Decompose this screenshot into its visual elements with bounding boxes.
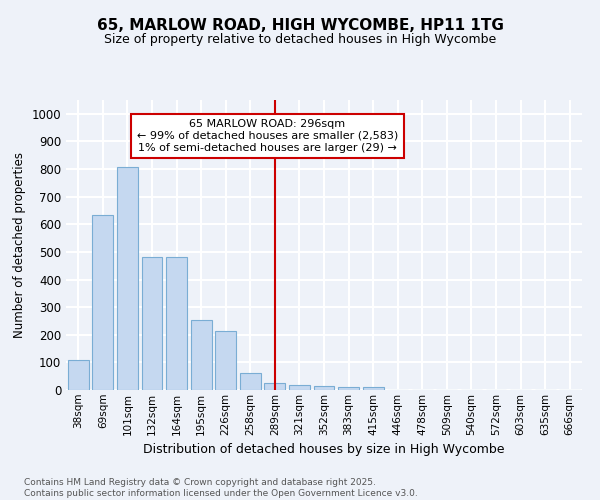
Bar (68, 360, 89, 390)
Bar (289, 385, 310, 390)
Bar (191, 320, 212, 390)
Bar (265, 382, 286, 390)
Bar (215, 331, 236, 390)
Bar (117, 167, 138, 390)
Bar (314, 386, 334, 390)
X-axis label: Distribution of detached houses by size in High Wycombe: Distribution of detached houses by size … (143, 443, 505, 456)
Text: 65, MARLOW ROAD, HIGH WYCOMBE, HP11 1TG: 65, MARLOW ROAD, HIGH WYCOMBE, HP11 1TG (97, 18, 503, 32)
Bar (338, 386, 359, 390)
Y-axis label: Number of detached properties: Number of detached properties (13, 152, 26, 338)
Bar (240, 372, 261, 390)
Text: Contains HM Land Registry data © Crown copyright and database right 2025.
Contai: Contains HM Land Registry data © Crown c… (24, 478, 418, 498)
Bar (92, 214, 113, 390)
Bar (166, 258, 187, 390)
Bar (362, 387, 383, 390)
Text: 65 MARLOW ROAD: 296sqm
← 99% of detached houses are smaller (2,583)
1% of semi-d: 65 MARLOW ROAD: 296sqm ← 99% of detached… (137, 120, 398, 152)
Text: Size of property relative to detached houses in High Wycombe: Size of property relative to detached ho… (104, 32, 496, 46)
Bar (142, 258, 163, 390)
